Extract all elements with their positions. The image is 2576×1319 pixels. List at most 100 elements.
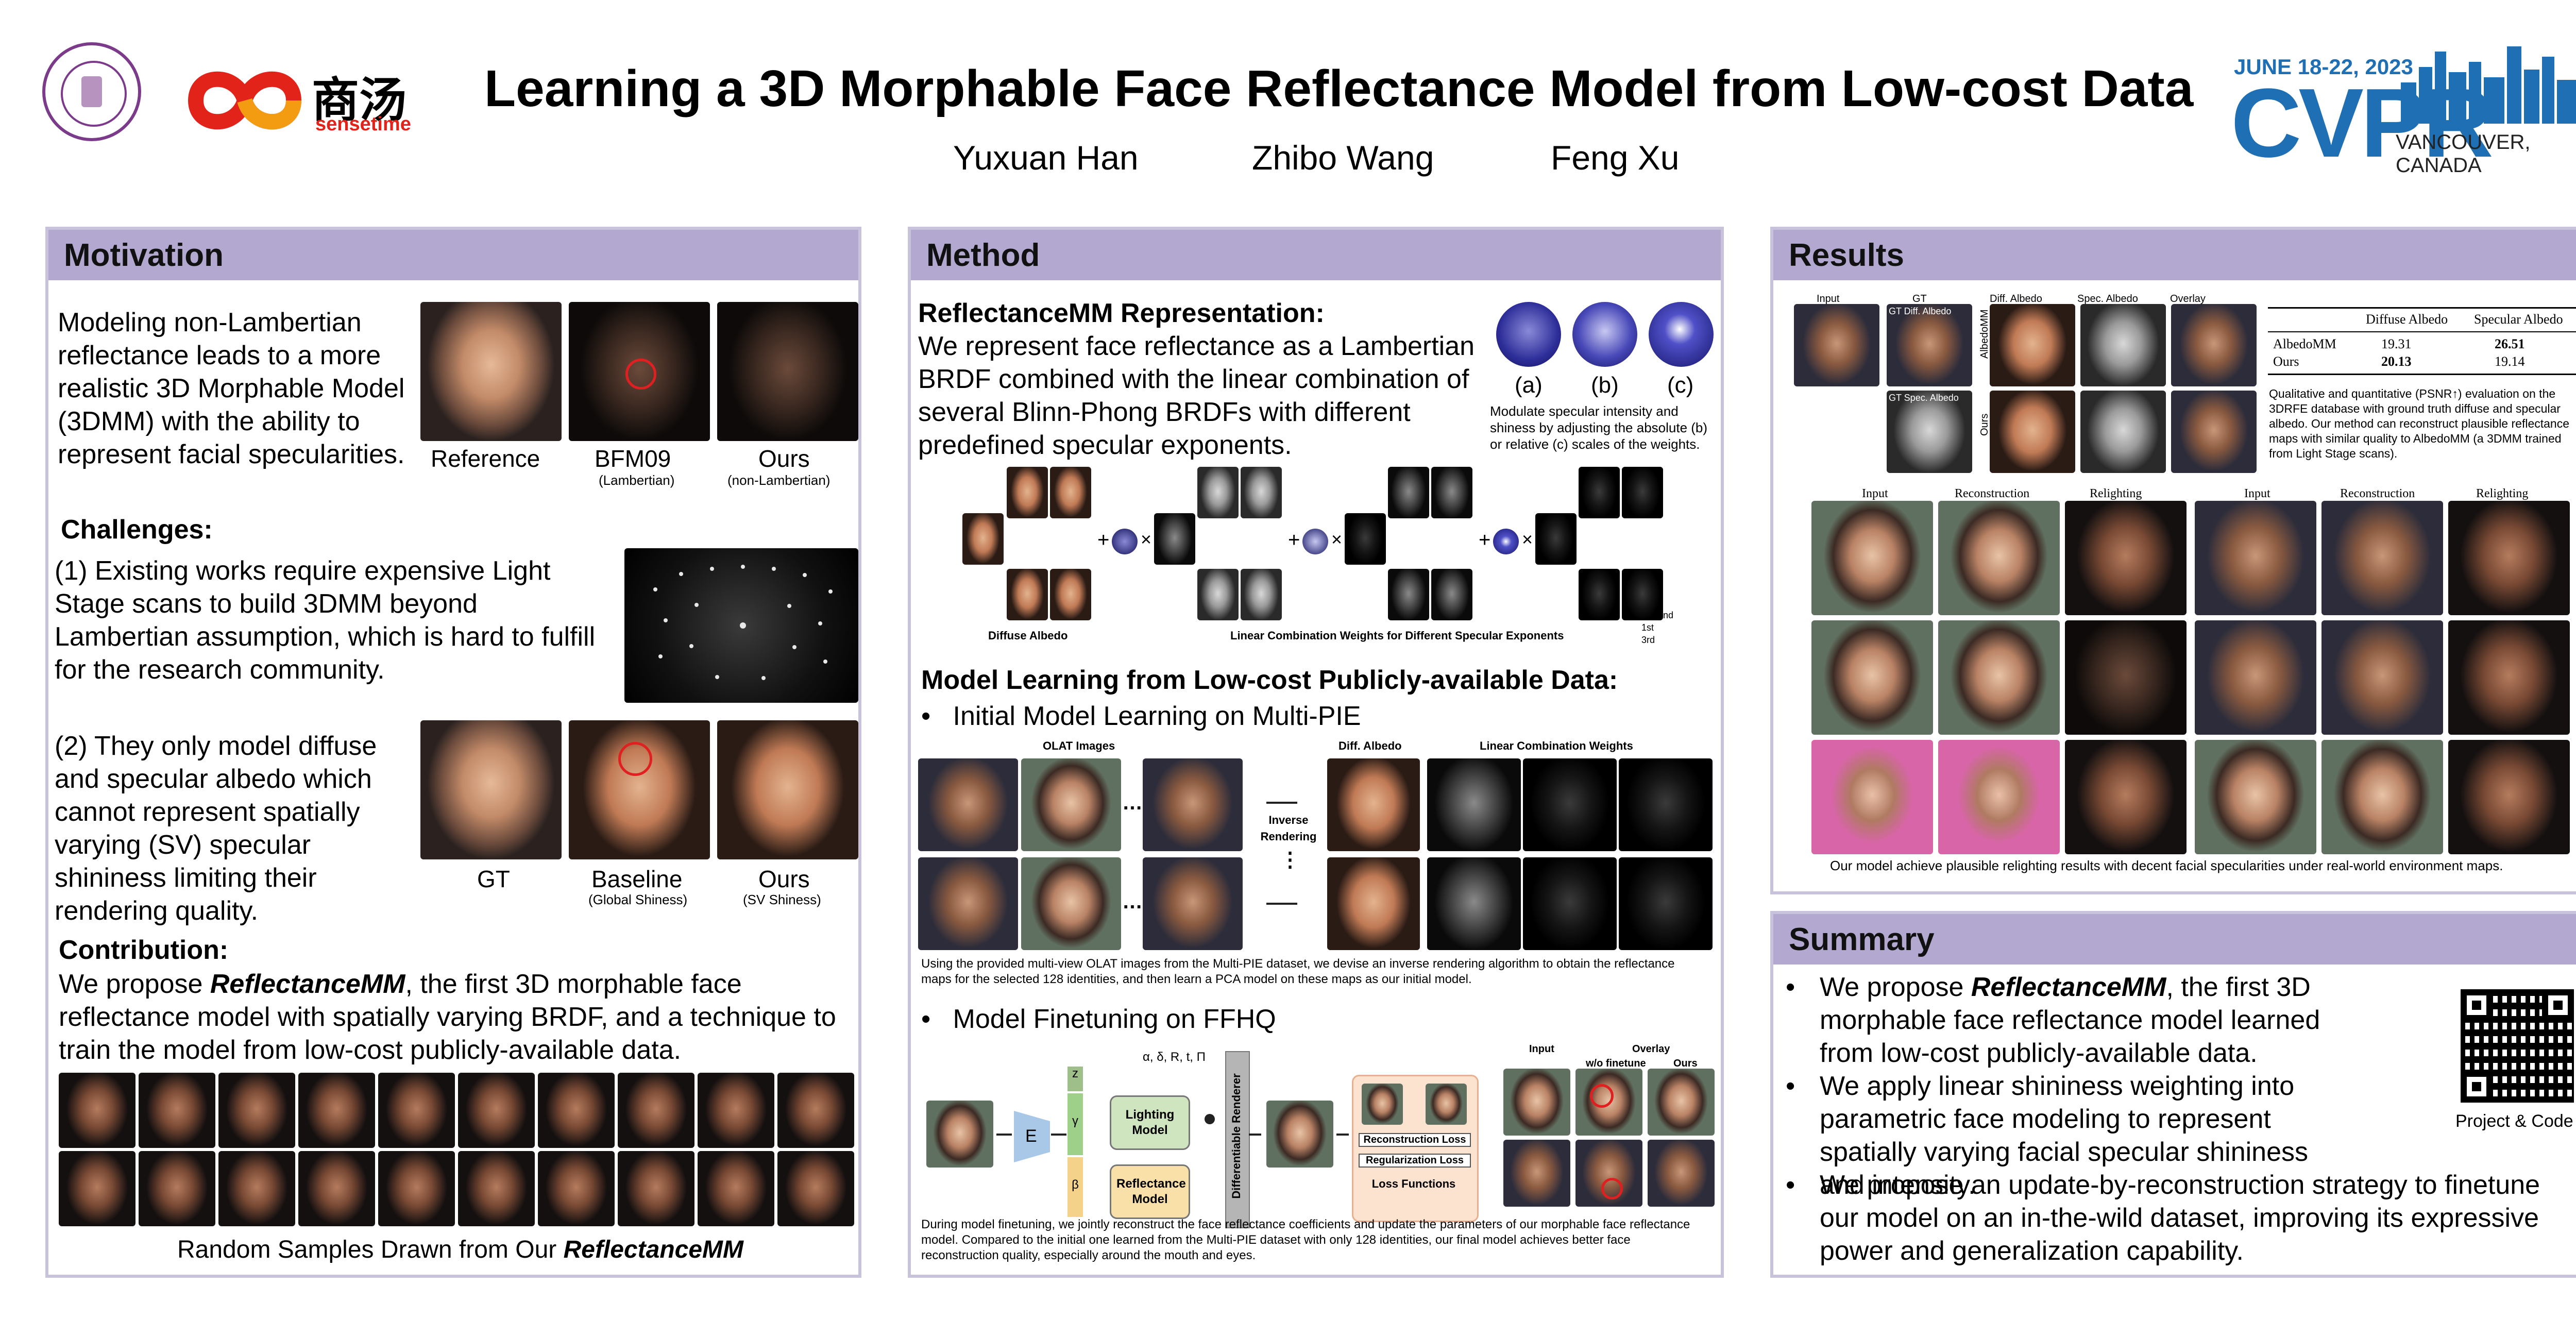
grid-face	[1811, 740, 1933, 854]
weight-face	[1579, 467, 1620, 518]
gt-face-image	[420, 720, 562, 859]
table-cell: 19.31	[2381, 336, 2412, 351]
res-ours-diff	[1990, 391, 2075, 473]
albedo-face	[1007, 467, 1048, 518]
contribution-heading: Contribution:	[59, 935, 229, 965]
fig1-label-reference: Reference	[431, 445, 540, 472]
grid-face	[1938, 620, 2060, 735]
reconstruction-loss-label: Reconstruction Loss	[1359, 1133, 1471, 1147]
results-heading: Results	[1789, 238, 1904, 273]
grid-label-relight-2: Relighting	[2476, 487, 2529, 500]
res-input-face	[1794, 304, 1879, 386]
contribution-pre: We propose	[59, 969, 210, 999]
table-cell: 20.13	[2381, 354, 2412, 369]
bullet-finetuning: • Model Finetuning on FFHQ	[921, 1004, 1276, 1034]
challenge-1-text: (1) Existing works require expensive Lig…	[55, 556, 596, 685]
weight-face	[1579, 569, 1620, 620]
weight-face	[1388, 569, 1429, 620]
fig2-label-baseline: Baseline	[591, 866, 683, 892]
plus-sign: +	[1479, 529, 1491, 551]
summary-bullet-3: • We propose an update-by-reconstruction…	[1786, 1169, 2576, 1267]
olat-image	[1143, 758, 1243, 851]
sphere-label-c: (c)	[1667, 373, 1694, 398]
samples-caption-model: ReflectanceMM	[563, 1236, 744, 1263]
table-cell: AlbedoMM	[2273, 336, 2336, 351]
ours-sv-face-image	[717, 720, 858, 859]
grid-label-recon-1: Reconstruction	[1955, 487, 2030, 500]
contribution-post: , the first 3D morphable face reflectanc…	[59, 969, 836, 1065]
sample-face	[139, 1151, 215, 1226]
ellipsis: …	[1122, 791, 1143, 814]
grid-face	[1811, 620, 1933, 735]
summary-bullet-1: • We propose ReflectanceMM, the first 3D…	[1786, 972, 2320, 1068]
motivation-heading: Motivation	[64, 238, 224, 273]
sample-face	[298, 1073, 375, 1148]
learning-heading: Model Learning from Low-cost Publicly-av…	[921, 665, 1618, 695]
ft-cmp-face	[1648, 1140, 1715, 1207]
samples-caption-pre: Random Samples Drawn from Our	[177, 1236, 564, 1263]
olat-images-label: OLAT Images	[1043, 739, 1115, 752]
olat-caption: Using the provided multi-view OLAT image…	[921, 957, 1675, 986]
table-header-diffuse: Diffuse Albedo	[2366, 312, 2448, 327]
times-sign: ×	[1331, 529, 1343, 550]
ft-cmp-face	[1575, 1140, 1642, 1207]
encoder-label: E	[1025, 1126, 1037, 1146]
summary-b1-pre: We propose	[1820, 972, 1971, 1002]
results-panel: Results Input GT Diff. Albedo Spec. Albe…	[1770, 227, 2576, 894]
sample-face	[538, 1151, 615, 1226]
olat-image	[918, 758, 1018, 851]
olat-image	[1021, 857, 1121, 950]
sphere-label-b: (b)	[1591, 373, 1619, 398]
table-header-specular: Specular Albedo	[2474, 312, 2563, 327]
fig2-sublabel-global: (Global Shiness)	[588, 892, 688, 907]
summary-b2-text: We apply linear shininess weighting into…	[1820, 1071, 2309, 1200]
res-albedomm-spec	[2080, 304, 2166, 386]
table-caption: Qualitative and quantitative (PSNR↑) eva…	[2269, 387, 2569, 460]
cvpr-location: VANCOUVER, CANADA	[2396, 131, 2531, 177]
summary-heading: Summary	[1789, 922, 1935, 957]
grid-face	[2448, 501, 2570, 615]
res-albedomm-overlay	[2171, 304, 2257, 386]
plus-sign: +	[1097, 529, 1110, 551]
ft-cmp-face	[1575, 1069, 1642, 1136]
ft-recon-face	[1266, 1101, 1333, 1168]
sample-face	[698, 1073, 774, 1148]
grid-face	[1938, 501, 2060, 615]
loss-face	[1362, 1084, 1403, 1125]
sample-face	[378, 1151, 455, 1226]
small-sphere	[1112, 529, 1138, 554]
grid-label-input-2: Input	[2244, 487, 2270, 500]
encoder-block: E	[1014, 1111, 1050, 1162]
grid-face	[2195, 620, 2316, 735]
ft-label-wo-finetune: w/o finetune	[1586, 1058, 1646, 1069]
samples-caption: Random Samples Drawn from Our Reflectanc…	[177, 1233, 743, 1266]
fig1-label-bfm09: BFM09	[595, 445, 671, 472]
sphere-label-a: (a)	[1515, 373, 1543, 398]
contribution-model-name: ReflectanceMM	[210, 969, 405, 999]
sensetime-cn-text: 商汤	[312, 74, 407, 127]
small-sphere	[1493, 529, 1519, 554]
sample-face	[698, 1151, 774, 1226]
sphere-c	[1649, 302, 1714, 367]
bullet-finetuning-text: Model Finetuning on FFHQ	[953, 1004, 1276, 1034]
summary-bullet-2: • We apply linear shininess weighting in…	[1786, 1070, 2466, 1202]
random-samples-grid	[59, 1073, 854, 1226]
diff-albedo-label: Diff. Albedo	[1338, 739, 1402, 752]
olat-image	[1021, 758, 1121, 851]
grid-face	[2065, 620, 2187, 735]
sample-face	[218, 1151, 295, 1226]
sensetime-en-text: sensetime	[315, 113, 411, 135]
olat-image	[1143, 857, 1243, 950]
lighting-model-label: Lighting Model	[1125, 1108, 1175, 1137]
challenges-heading: Challenges:	[61, 515, 213, 545]
challenge-2-text: (2) They only model diffuse and specular…	[55, 731, 377, 926]
cvpr-dates: JUNE 18-22, 2023	[2234, 55, 2413, 79]
bullet-initial-learning: • Initial Model Learning on Multi-PIE	[921, 701, 1361, 731]
inverse-rendering-label: Inverse Rendering	[1260, 814, 1317, 843]
weight-face	[1388, 467, 1429, 518]
sensetime-logo: 商汤 sensetime	[180, 62, 428, 139]
grid-label-relight-1: Relighting	[2090, 487, 2142, 500]
latent-beta: β	[1067, 1157, 1083, 1217]
fig1-sublabel-lambertian: (Lambertian)	[599, 472, 675, 488]
qr-code[interactable]	[2461, 989, 2574, 1103]
